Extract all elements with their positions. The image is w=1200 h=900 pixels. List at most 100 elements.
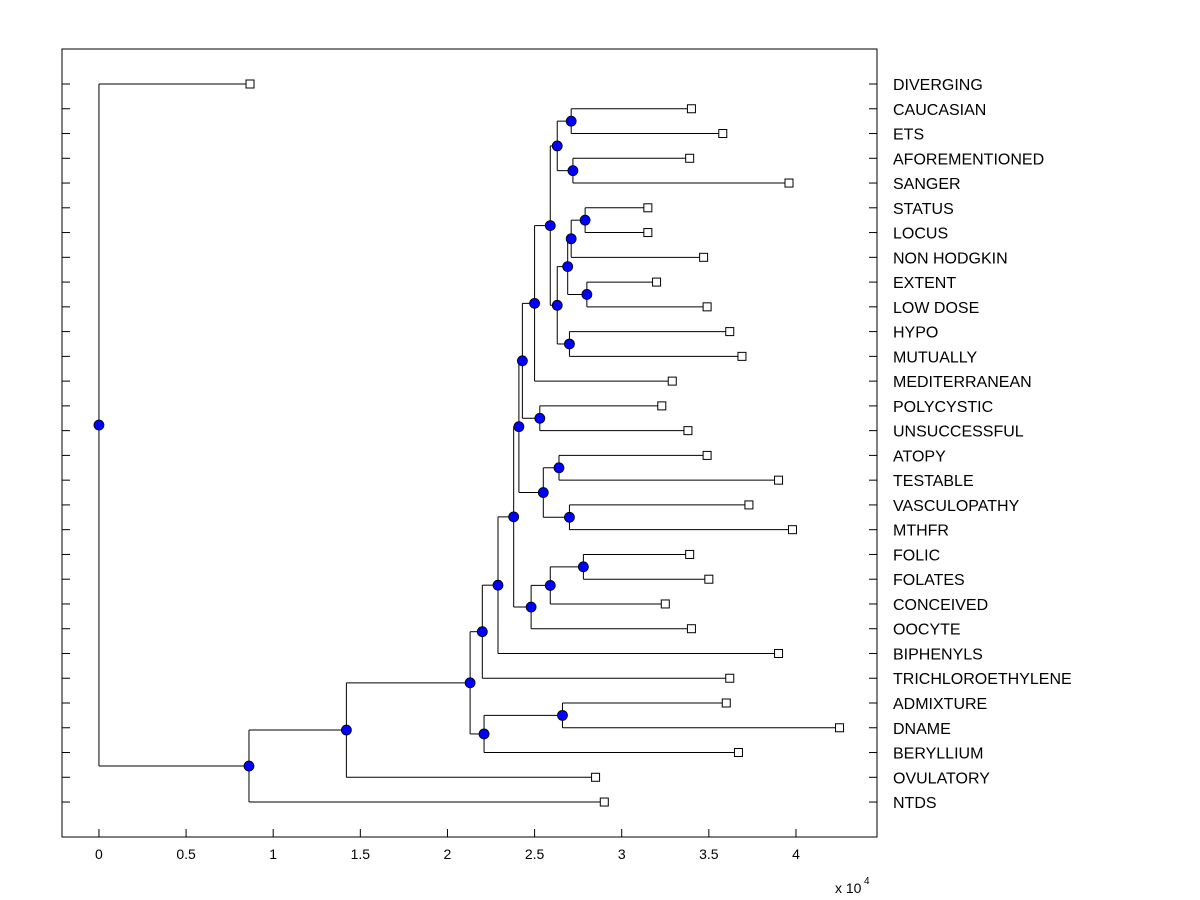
branch-node-marker — [565, 233, 577, 245]
leaf-node-marker — [685, 549, 695, 559]
leaf-node-marker — [657, 401, 667, 411]
branch-node-marker — [516, 355, 528, 367]
leaf-node-marker — [643, 203, 653, 213]
branch-node-marker — [551, 299, 563, 311]
leaf-node-marker — [733, 748, 743, 758]
branch-node-marker — [564, 338, 575, 350]
leaf-label: POLYCYSTIC — [893, 399, 993, 416]
branch-node-marker — [476, 626, 488, 638]
leaf-label: FOLIC — [893, 547, 940, 564]
branch-node-marker — [577, 561, 589, 573]
leaf-label: MTHFR — [893, 523, 949, 540]
leaf-node-marker — [667, 376, 677, 386]
branch-node-marker — [553, 462, 565, 474]
branch-node-marker — [508, 511, 520, 523]
leaf-node-marker — [718, 129, 728, 139]
leaf-node-marker — [685, 153, 695, 163]
leaf-label: BIPHENYLS — [893, 646, 983, 663]
branch-node-marker — [529, 297, 540, 309]
branch-node-marker — [557, 709, 568, 721]
leaf-label: STATUS — [893, 201, 954, 218]
branch-node-marker — [93, 419, 105, 431]
leaf-label: OVULATORY — [893, 770, 990, 787]
leaf-label: NTDS — [893, 795, 937, 812]
branch-node-marker — [565, 115, 577, 127]
leaf-label: TESTABLE — [893, 473, 974, 490]
leaf-label: DIVERGING — [893, 77, 983, 94]
branch-node-marker — [492, 579, 504, 591]
leaf-label: BERYLLIUM — [893, 746, 983, 763]
branch-node-marker — [579, 214, 591, 226]
leaf-node-marker — [704, 574, 714, 584]
branch-node-marker — [581, 289, 593, 300]
leaf-node-marker — [787, 525, 797, 535]
branch-node-marker — [544, 220, 556, 231]
leaf-label: FOLATES — [893, 572, 965, 589]
leaf-node-marker — [686, 624, 696, 634]
branch-node-marker — [562, 261, 574, 273]
leaf-label: CONCEIVED — [893, 597, 988, 614]
x-multiplier-label: x 10 — [835, 880, 862, 896]
leaf-node-marker — [652, 277, 662, 287]
leaf-label: SANGER — [893, 176, 961, 193]
leaf-node-marker — [725, 327, 735, 337]
x-tick-label: 2.5 — [525, 846, 545, 862]
leaf-label: NON HODGKIN — [893, 250, 1008, 267]
leaf-label: TRICHLOROETHYLENE — [893, 671, 1072, 688]
branch-node-marker — [537, 487, 549, 498]
axis-ticks: 0 0.5 1 1.5 2 2.5 3 3.5 4 — [62, 83, 877, 862]
leaf-node-marker — [660, 599, 670, 609]
branch-node-marker — [551, 140, 563, 152]
x-tick-label: 1.5 — [351, 846, 371, 862]
leaf-node-marker — [774, 475, 784, 485]
plot-area — [61, 48, 878, 838]
leaf-labels: DIVERGING CAUCASIAN ETS AFOREMENTIONED SANGE… — [893, 77, 1072, 812]
leaf-label: MUTUALLY — [893, 349, 977, 366]
leaf-label: VASCULOPATHY — [893, 498, 1020, 515]
leaf-node-marker — [591, 772, 601, 782]
branch-node-marker — [478, 728, 490, 740]
branch-node-marker — [464, 677, 476, 689]
leaf-label: MEDITERRANEAN — [893, 374, 1032, 391]
leaf-label: ETS — [893, 127, 924, 144]
leaf-node-marker — [721, 698, 731, 708]
leaf-node-marker — [784, 178, 794, 188]
leaf-node-marker — [643, 228, 653, 238]
x-tick-label: 3 — [618, 846, 626, 862]
leaf-label: ATOPY — [893, 448, 946, 465]
x-multiplier-exponent: 4 — [864, 876, 870, 887]
leaf-node-marker — [744, 500, 754, 510]
leaf-node-marker — [774, 648, 784, 658]
leaf-node-marker — [599, 797, 609, 807]
branch-node-marker — [564, 511, 575, 523]
branch-node-marker — [513, 421, 525, 433]
x-tick-label: 3.5 — [699, 846, 719, 862]
x-tick-label: 0.5 — [176, 846, 196, 862]
tree-nodes — [93, 79, 845, 807]
x-tick-label: 1 — [269, 846, 277, 862]
leaf-label: ADMIXTURE — [893, 696, 987, 713]
branch-node-marker — [525, 601, 537, 613]
leaf-node-marker — [725, 673, 735, 683]
leaf-label: OOCYTE — [893, 622, 961, 639]
leaf-label: DNAME — [893, 721, 951, 738]
leaf-label: AFOREMENTIONED — [893, 151, 1044, 168]
leaf-node-marker — [702, 450, 712, 460]
x-tick-label: 4 — [792, 846, 800, 862]
leaf-node-marker — [683, 426, 693, 436]
leaf-node-marker — [737, 351, 747, 361]
leaf-label: UNSUCCESSFUL — [893, 424, 1024, 441]
branch-node-marker — [544, 579, 556, 591]
leaf-label: LOW DOSE — [893, 300, 979, 317]
leaf-node-marker — [699, 252, 709, 262]
branch-node-marker — [243, 760, 255, 772]
branch-node-marker — [340, 724, 352, 736]
leaf-label: CAUCASIAN — [893, 102, 986, 119]
leaf-label: EXTENT — [893, 275, 956, 292]
leaf-node-marker — [702, 302, 712, 312]
x-tick-label: 0 — [95, 846, 103, 862]
branch-node-marker — [534, 412, 546, 424]
leaf-node-marker — [835, 723, 845, 733]
leaf-node-marker — [686, 104, 696, 114]
